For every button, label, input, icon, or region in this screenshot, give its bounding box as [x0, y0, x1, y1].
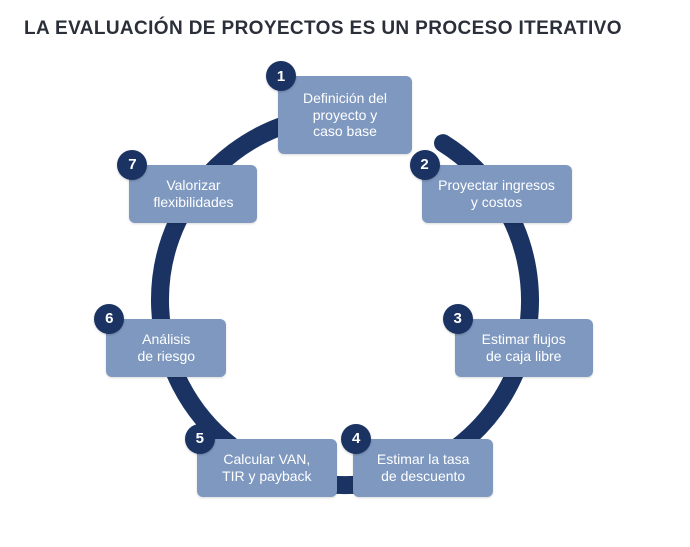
step-number-badge: 6 — [94, 304, 124, 334]
step-box: Valorizar flexibilidades — [129, 165, 257, 223]
step-box: Calcular VAN, TIR y payback — [197, 439, 337, 497]
step-3: Estimar flujos de caja libre3 — [455, 319, 593, 377]
step-7: Valorizar flexibilidades7 — [129, 165, 257, 223]
step-1: Definición del proyecto y caso base1 — [278, 76, 412, 154]
diagram-stage: LA EVALUACIÓN DE PROYECTOS ES UN PROCESO… — [0, 0, 690, 547]
step-6: Análisis de riesgo6 — [106, 319, 226, 377]
step-number-badge: 5 — [185, 424, 215, 454]
step-number-badge: 4 — [341, 424, 371, 454]
step-5: Calcular VAN, TIR y payback5 — [197, 439, 337, 497]
step-box: Análisis de riesgo — [106, 319, 226, 377]
step-box: Estimar la tasa de descuento — [353, 439, 493, 497]
step-2: Proyectar ingresos y costos2 — [422, 165, 572, 223]
step-number-badge: 3 — [443, 304, 473, 334]
step-number-badge: 7 — [117, 150, 147, 180]
step-4: Estimar la tasa de descuento4 — [353, 439, 493, 497]
step-number-badge: 1 — [266, 61, 296, 91]
step-box: Estimar flujos de caja libre — [455, 319, 593, 377]
step-number-badge: 2 — [410, 150, 440, 180]
step-box: Definición del proyecto y caso base — [278, 76, 412, 154]
step-box: Proyectar ingresos y costos — [422, 165, 572, 223]
